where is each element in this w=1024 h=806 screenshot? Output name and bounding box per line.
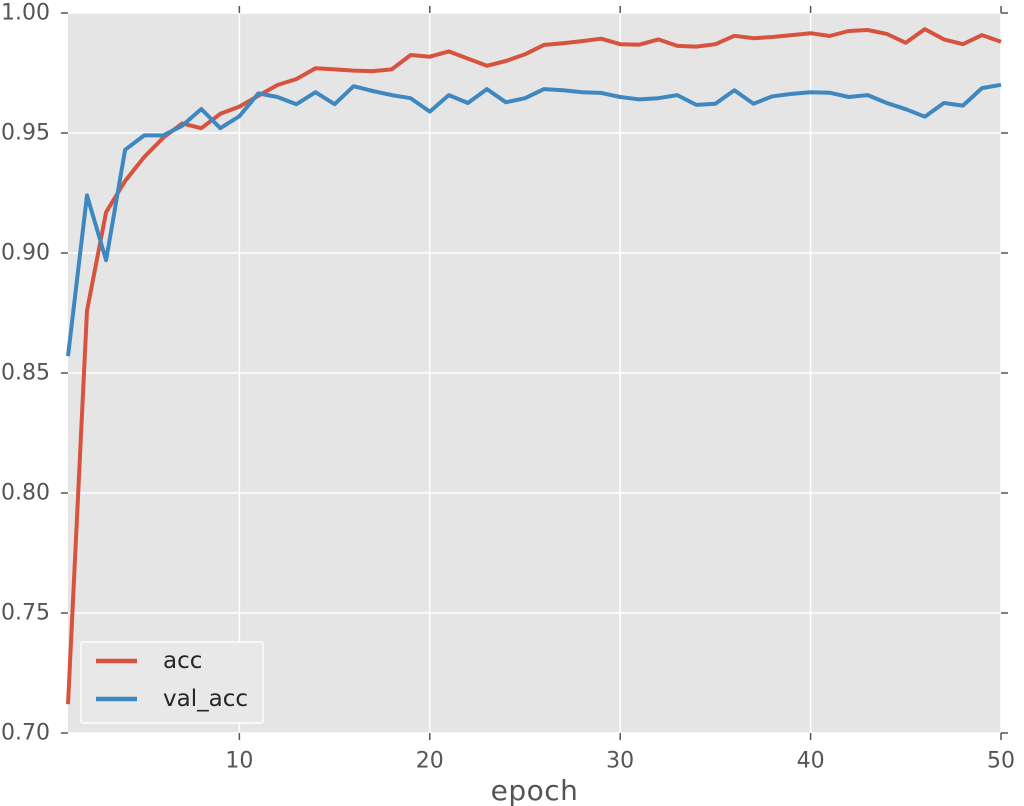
x-axis-tick-label: 40 xyxy=(797,749,825,774)
legend-label-val_acc: val_acc xyxy=(163,686,248,712)
x-axis-tick-label: 10 xyxy=(225,749,253,774)
y-axis-tick-label: 0.70 xyxy=(1,721,50,746)
series-line-val_acc xyxy=(66,82,1002,357)
y-axis-tick-label: 0.80 xyxy=(1,481,50,506)
series-line-acc xyxy=(66,27,1002,705)
x-axis-tick-label: 20 xyxy=(416,749,444,774)
legend-label-acc: acc xyxy=(163,648,202,674)
x-axis-tick-label: 30 xyxy=(606,749,634,774)
y-axis-tick-label: 0.85 xyxy=(1,361,50,386)
y-axis-tick-label: 0.95 xyxy=(1,121,50,146)
y-axis-tick-label: 0.75 xyxy=(1,601,50,626)
y-axis-tick-label: 0.90 xyxy=(1,241,50,266)
x-axis-tick-label: 50 xyxy=(987,749,1015,774)
y-axis-tick-label: 1.00 xyxy=(1,1,50,26)
